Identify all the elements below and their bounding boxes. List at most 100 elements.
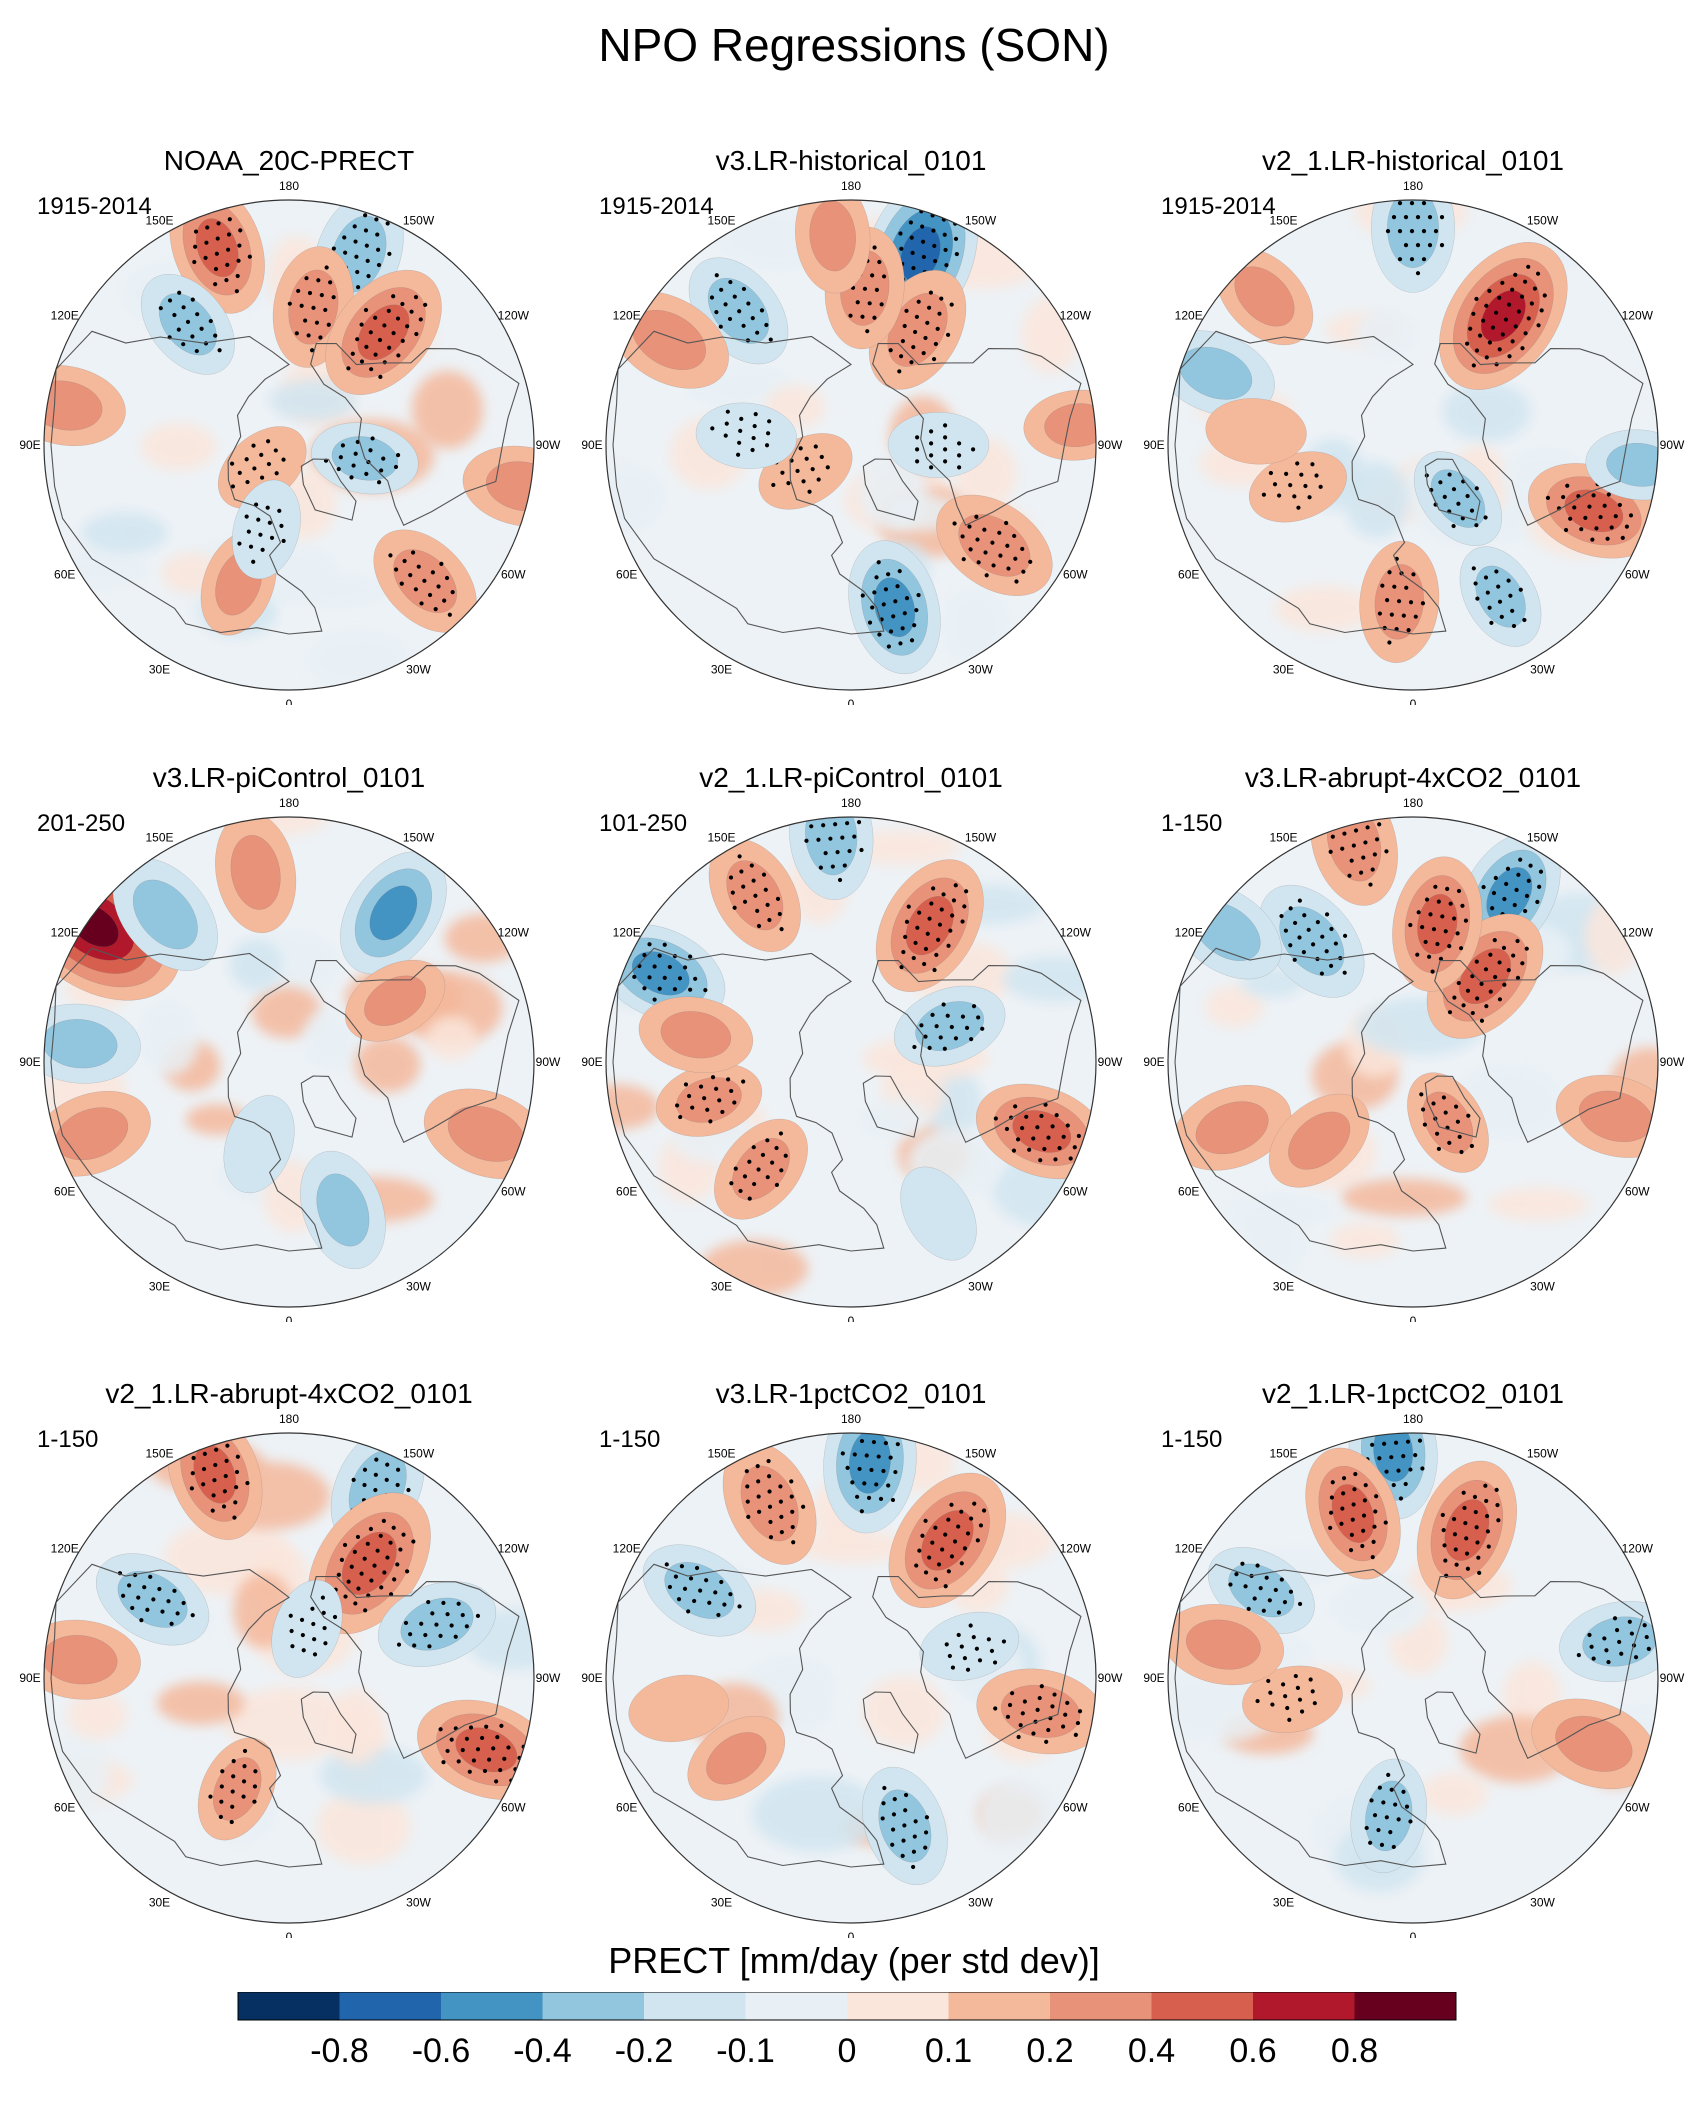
longitude-label: 150E	[707, 831, 735, 845]
coastline	[1434, 342, 1644, 527]
coastline	[50, 330, 323, 635]
significance-stipple	[880, 1785, 930, 1870]
anomaly-contour	[706, 1732, 767, 1785]
map-panel: NOAA_20C-PRECT 1915-2014 180 150E 120E 90E 6…	[9, 145, 569, 705]
longitude-label: 120E	[613, 926, 641, 940]
anomaly-blob	[1305, 1447, 1401, 1580]
anomaly-blob	[888, 1472, 1007, 1609]
anomaly-contour	[676, 1077, 742, 1123]
colorbar-tick-label: 0	[838, 2032, 857, 2070]
anomaly-blob	[638, 996, 754, 1073]
colorbar: -0.8 -0.6 -0.4 -0.2 -0.1 0 0.1 0.2 0.4 0.6 0.8	[237, 1992, 1457, 2070]
coastline	[1434, 959, 1644, 1144]
coastline	[612, 1563, 885, 1868]
noise-patch	[229, 939, 283, 991]
noise-patch	[67, 1690, 128, 1740]
coastline	[300, 1691, 357, 1754]
anomaly-contour	[873, 577, 916, 638]
significance-stipple	[709, 273, 773, 343]
longitude-label: 60E	[54, 568, 75, 582]
significance-stipple	[229, 439, 286, 489]
longitude-label: 180	[279, 1412, 299, 1426]
longitude-label: 0	[1410, 697, 1417, 705]
noise-patch	[940, 586, 1010, 665]
noise-patch	[82, 511, 168, 554]
longitude-label: 30W	[406, 1895, 431, 1909]
anomaly-contour	[1288, 1111, 1351, 1170]
anomaly-blob	[112, 858, 218, 971]
significance-stipple	[1440, 1483, 1501, 1578]
coastline	[310, 342, 520, 527]
panel-title: v3.LR-piControl_0101	[152, 762, 426, 793]
noise-patch	[1343, 461, 1410, 539]
coastline	[310, 1575, 520, 1760]
longitude-label: 90E	[19, 1671, 40, 1685]
anomaly-blob	[1242, 1665, 1343, 1733]
anomaly-contour	[805, 817, 858, 876]
significance-stipple	[1261, 461, 1323, 510]
significance-stipple	[952, 514, 1033, 584]
longitude-label: 180	[1403, 179, 1423, 193]
anomaly-contour	[44, 1019, 118, 1069]
colorbar-title: PRECT [mm/day (per std dev)]	[608, 1940, 1100, 1981]
longitude-label: 0	[286, 1314, 293, 1322]
anomaly-blob	[687, 1715, 786, 1801]
significance-stipple	[346, 294, 428, 379]
longitude-label: 30E	[149, 1895, 170, 1909]
longitude-label: 180	[841, 796, 861, 810]
significance-stipple	[288, 1595, 338, 1657]
anomaly-blob	[714, 1118, 808, 1220]
significance-stipple	[664, 1562, 742, 1618]
longitude-label: 60W	[1625, 568, 1650, 582]
anomaly-blob	[1531, 1698, 1657, 1790]
colorbar-tick-label: -0.2	[615, 2032, 674, 2070]
anomaly-blob	[655, 1063, 763, 1137]
anomaly-blob	[695, 402, 797, 469]
map-panel: v3.LR-historical_0101 1915-2014 180 150E 1…	[571, 145, 1131, 705]
longitude-label: 180	[841, 179, 861, 193]
significance-stipple	[1385, 201, 1445, 276]
anomaly-contour	[316, 1173, 370, 1247]
longitude-label: 120W	[498, 1542, 530, 1556]
anomaly-contour	[740, 1465, 799, 1542]
coastline	[612, 947, 885, 1252]
longitude-label: 150E	[707, 214, 735, 228]
longitude-label: 60W	[1625, 1185, 1650, 1199]
anomaly-contour	[369, 885, 418, 941]
colorbar-segment	[1354, 1992, 1457, 2020]
anomaly-contour	[887, 412, 990, 478]
longitude-label: 90E	[19, 1055, 40, 1069]
noise-patch	[329, 1688, 383, 1766]
anomaly-blob	[377, 1581, 497, 1667]
coastline	[300, 1075, 357, 1138]
anomaly-blob	[44, 1619, 141, 1700]
anomaly-blob	[1259, 884, 1365, 998]
longitude-label: 30E	[149, 1279, 170, 1293]
significance-stipple	[944, 1623, 1007, 1672]
map-panel: v3.LR-1pctCO2_0101 1-150 180 150E 120E 90E 6…	[571, 1378, 1131, 1938]
anomaly-blob	[722, 1442, 817, 1565]
anomaly-blob	[1392, 856, 1483, 992]
longitude-label: 30E	[711, 662, 732, 676]
noise-patch	[316, 1789, 411, 1865]
longitude-label: 150W	[1527, 214, 1559, 228]
longitude-label: 60E	[1178, 568, 1199, 582]
coastline	[612, 330, 885, 635]
coastline	[300, 458, 357, 521]
longitude-label: 120W	[1060, 926, 1092, 940]
coastline	[50, 947, 323, 1252]
colorbar-frame	[237, 1992, 1457, 2021]
longitude-label: 120E	[1175, 1542, 1203, 1556]
noise-patch	[1003, 955, 1096, 1002]
significance-stipple	[899, 883, 969, 973]
anomaly-contour	[660, 1011, 732, 1059]
anomaly-contour	[271, 1579, 343, 1678]
significance-stipple	[1465, 264, 1547, 368]
longitude-label: 30E	[711, 1895, 732, 1909]
longitude-label: 60E	[616, 1185, 637, 1199]
longitude-label: 180	[841, 1412, 861, 1426]
anomaly-blob	[197, 1737, 277, 1841]
noise-patch	[977, 1778, 1061, 1852]
anomaly-contour	[1373, 1433, 1414, 1482]
longitude-label: 120E	[51, 1542, 79, 1556]
